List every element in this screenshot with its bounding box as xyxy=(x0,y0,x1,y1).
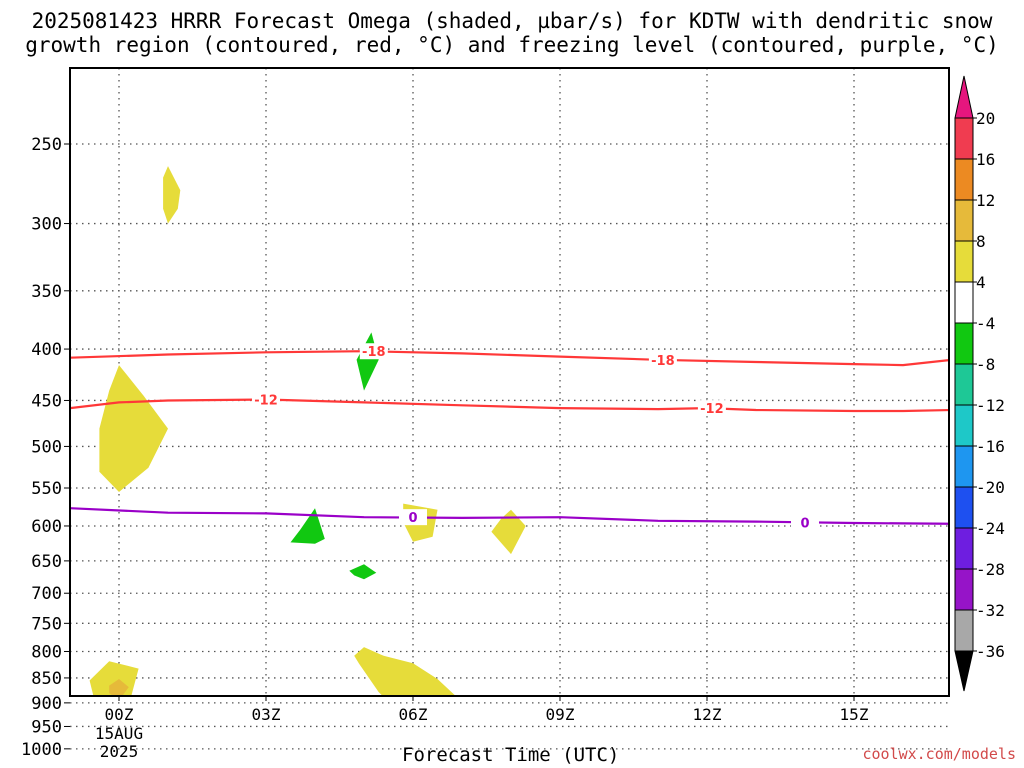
contour-label--18-2: -18 xyxy=(651,354,675,369)
colorbar-swatch-7 xyxy=(954,363,974,406)
terrain-fill xyxy=(70,695,949,696)
colorbar-swatch-11 xyxy=(954,527,974,570)
colorbar-swatch-10 xyxy=(954,486,974,529)
colorbar-label-3: 12 xyxy=(976,191,995,210)
colorbar-label-10: -20 xyxy=(976,478,1005,497)
terrain-area xyxy=(70,695,949,696)
colorbar-bottom-arrow xyxy=(954,650,974,692)
omega-region-2 xyxy=(99,365,168,492)
y-tick-label-550: 550 xyxy=(31,479,62,499)
y-tick-label-450: 450 xyxy=(31,391,62,411)
omega-region-1 xyxy=(163,166,181,224)
contour-line--12 xyxy=(70,398,949,413)
y-tick-label-350: 350 xyxy=(31,282,62,302)
contour-label-bg-0-2 xyxy=(791,514,819,531)
colorbar-top-arrow xyxy=(954,75,974,119)
y-tick-label-1000: 1000 xyxy=(21,740,62,760)
colorbar-swatch-6 xyxy=(954,322,974,365)
omega-shading xyxy=(89,166,526,712)
grid-lines xyxy=(70,68,949,750)
x-tick-label-06Z: 06Z xyxy=(399,705,428,724)
x-tick-label-09Z: 09Z xyxy=(546,705,575,724)
colorbar-swatch-12 xyxy=(954,568,974,611)
chart-title-line-1: 2025081423 HRRR Forecast Omega (shaded, … xyxy=(31,9,993,33)
plot-frame xyxy=(69,67,950,697)
contour-line--18 xyxy=(70,350,949,367)
x-tick-sublabel-2025: 2025 xyxy=(100,742,139,761)
omega-region-3 xyxy=(356,332,379,391)
omega-region-11 xyxy=(305,700,320,712)
y-tick-label-400: 400 xyxy=(31,340,62,360)
contour-label--12-1: -12 xyxy=(254,393,278,408)
y-tick-label-950: 950 xyxy=(31,717,62,737)
y-tick-label-800: 800 xyxy=(31,642,62,662)
colorbar-label-5: 4 xyxy=(976,273,986,292)
colorbar-label-1: 20 xyxy=(976,109,995,128)
omega-region-9 xyxy=(109,679,129,696)
credit-text: coolwx.com/models xyxy=(862,745,1016,763)
omega-region-7 xyxy=(491,509,526,555)
omega-region-10 xyxy=(163,699,173,710)
colorbar-swatch-5 xyxy=(954,281,974,324)
omega-region-12 xyxy=(354,647,456,696)
y-tick-label-600: 600 xyxy=(31,517,62,537)
y-tick-label-900: 900 xyxy=(31,694,62,714)
colorbar-swatch-4 xyxy=(954,240,974,283)
contour-label-bg--12-2 xyxy=(697,400,726,417)
x-tick-label-00Z: 00Z xyxy=(105,705,134,724)
contour-label-bg--12-1 xyxy=(252,391,280,408)
colorbar-swatch-2 xyxy=(954,158,974,201)
colorbar-swatch-1 xyxy=(954,117,974,160)
y-tick-label-300: 300 xyxy=(31,215,62,235)
y-tick-label-500: 500 xyxy=(31,437,62,457)
contour-label-bg--18-2 xyxy=(648,351,677,368)
y-tick-label-250: 250 xyxy=(31,135,62,155)
y-tick-label-750: 750 xyxy=(31,614,62,634)
x-tick-label-03Z: 03Z xyxy=(252,705,281,724)
colorbar-label-12: -28 xyxy=(976,560,1005,579)
contour-label-bg--18-1 xyxy=(359,343,388,360)
colorbar-swatch-9 xyxy=(954,445,974,488)
colorbar-label-11: -24 xyxy=(976,519,1005,538)
colorbar-swatch-13 xyxy=(954,609,974,652)
y-axis-ticks: 250 300 350 400 450 500 550 600 650 700 750 800 850 9… xyxy=(21,135,70,760)
colorbar-label-14: -36 xyxy=(976,642,1005,661)
colorbar: 20 16 12 8 4 -4 -8 -12 -16 -20 -24 -28 -32 -36 xyxy=(954,75,1005,692)
omega-region-5 xyxy=(349,564,377,580)
contour-lines: -18 -18 -12 -12 0 0 xyxy=(70,343,949,531)
x-tick-label-15Z: 15Z xyxy=(840,705,869,724)
y-tick-label-650: 650 xyxy=(31,552,62,572)
colorbar-label-9: -16 xyxy=(976,437,1005,456)
contour-label-0-2: 0 xyxy=(800,516,809,531)
colorbar-label-4: 8 xyxy=(976,232,986,251)
contour-label--18-1: -18 xyxy=(362,345,386,360)
colorbar-label-7: -8 xyxy=(976,355,995,374)
y-tick-label-700: 700 xyxy=(31,584,62,604)
colorbar-label-13: -32 xyxy=(976,601,1005,620)
colorbar-swatch-8 xyxy=(954,404,974,447)
colorbar-label-8: -12 xyxy=(976,396,1005,415)
x-axis-title: Forecast Time (UTC) xyxy=(402,744,620,766)
contour-label-bg-0-1 xyxy=(399,509,427,526)
x-tick-label-12Z: 12Z xyxy=(693,705,722,724)
omega-region-4 xyxy=(290,508,325,544)
y-tick-label-850: 850 xyxy=(31,669,62,689)
contour-label-0-1: 0 xyxy=(408,511,417,526)
chart-title-line-2: growth region (contoured, red, °C) and f… xyxy=(25,33,999,57)
contour-label--12-2: -12 xyxy=(700,402,724,417)
colorbar-label-2: 16 xyxy=(976,150,995,169)
colorbar-swatch-3 xyxy=(954,199,974,242)
colorbar-label-6: -4 xyxy=(976,314,995,333)
x-tick-sublabel-15AUG: 15AUG xyxy=(95,724,143,743)
